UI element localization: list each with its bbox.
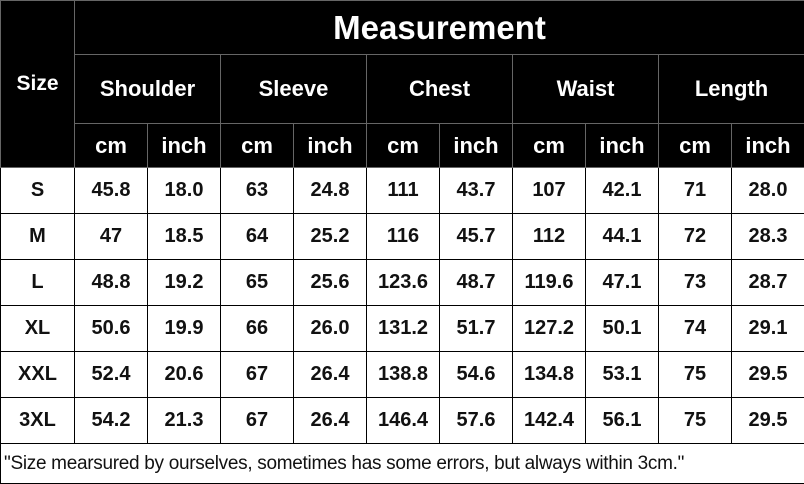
cell-chest-inch: 43.7	[439, 167, 513, 214]
cell-shoulder-inch: 19.9	[147, 305, 221, 352]
cell-sleeve-inch: 24.8	[293, 167, 367, 214]
table-row: XL 50.6 19.9 66 26.0 131.2 51.7 127.2 50.1 74 29.1	[0, 305, 804, 352]
category-header-length: Length	[658, 54, 804, 124]
cell-waist-inch: 50.1	[585, 305, 659, 352]
cell-shoulder-inch: 20.6	[147, 351, 221, 398]
cell-shoulder-cm: 52.4	[74, 351, 148, 398]
cell-shoulder-cm: 47	[74, 213, 148, 260]
table-row: L 48.8 19.2 65 25.6 123.6 48.7 119.6 47.1 73 28.7	[0, 259, 804, 306]
cell-length-cm: 72	[658, 213, 732, 260]
cell-sleeve-cm: 67	[220, 397, 294, 444]
unit-header-cm: cm	[366, 123, 440, 168]
cell-sleeve-cm: 65	[220, 259, 294, 306]
cell-chest-cm: 131.2	[366, 305, 440, 352]
cell-shoulder-cm: 54.2	[74, 397, 148, 444]
cell-length-cm: 71	[658, 167, 732, 214]
cell-sleeve-inch: 25.2	[293, 213, 367, 260]
cell-chest-inch: 57.6	[439, 397, 513, 444]
cell-sleeve-inch: 26.0	[293, 305, 367, 352]
cell-waist-cm: 134.8	[512, 351, 586, 398]
size-header: Size	[0, 0, 75, 168]
cell-length-cm: 75	[658, 397, 732, 444]
cell-waist-inch: 56.1	[585, 397, 659, 444]
category-header-sleeve: Sleeve	[220, 54, 367, 124]
measurement-title: Measurement	[74, 0, 804, 55]
cell-sleeve-inch: 26.4	[293, 351, 367, 398]
unit-header-cm: cm	[658, 123, 732, 168]
cell-sleeve-cm: 67	[220, 351, 294, 398]
cell-length-inch: 28.0	[731, 167, 804, 214]
cell-sleeve-inch: 25.6	[293, 259, 367, 306]
measurement-note: "Size mearsured by ourselves, sometimes …	[0, 443, 804, 484]
cell-shoulder-cm: 48.8	[74, 259, 148, 306]
unit-header-cm: cm	[74, 123, 148, 168]
size-cell: L	[0, 259, 75, 306]
cell-sleeve-cm: 64	[220, 213, 294, 260]
cell-chest-inch: 51.7	[439, 305, 513, 352]
size-cell: S	[0, 167, 75, 214]
cell-chest-cm: 146.4	[366, 397, 440, 444]
cell-length-inch: 29.5	[731, 351, 804, 398]
unit-header-cm: cm	[220, 123, 294, 168]
unit-header-inch: inch	[147, 123, 221, 168]
unit-header-inch: inch	[585, 123, 659, 168]
size-cell: XXL	[0, 351, 75, 398]
cell-chest-cm: 116	[366, 213, 440, 260]
cell-chest-cm: 123.6	[366, 259, 440, 306]
table-row: XXL 52.4 20.6 67 26.4 138.8 54.6 134.8 53.1 75 29.…	[0, 351, 804, 398]
cell-chest-inch: 54.6	[439, 351, 513, 398]
cell-sleeve-cm: 66	[220, 305, 294, 352]
table-row: S 45.8 18.0 63 24.8 111 43.7 107 42.1 71 28.0	[0, 167, 804, 214]
unit-header-inch: inch	[439, 123, 513, 168]
size-cell: XL	[0, 305, 75, 352]
table-row: M 47 18.5 64 25.2 116 45.7 112 44.1 72 28.3	[0, 213, 804, 260]
cell-shoulder-inch: 21.3	[147, 397, 221, 444]
cell-chest-inch: 48.7	[439, 259, 513, 306]
cell-length-inch: 28.3	[731, 213, 804, 260]
unit-header-inch: inch	[293, 123, 367, 168]
cell-sleeve-inch: 26.4	[293, 397, 367, 444]
unit-header-inch: inch	[731, 123, 804, 168]
cell-length-cm: 75	[658, 351, 732, 398]
cell-shoulder-inch: 19.2	[147, 259, 221, 306]
cell-chest-cm: 138.8	[366, 351, 440, 398]
cell-shoulder-inch: 18.0	[147, 167, 221, 214]
category-row: Shoulder Sleeve Chest Waist Length	[1, 54, 804, 124]
cell-waist-inch: 47.1	[585, 259, 659, 306]
cell-waist-inch: 42.1	[585, 167, 659, 214]
cell-shoulder-cm: 50.6	[74, 305, 148, 352]
cell-waist-cm: 127.2	[512, 305, 586, 352]
cell-waist-cm: 112	[512, 213, 586, 260]
size-cell: M	[0, 213, 75, 260]
category-header-waist: Waist	[512, 54, 659, 124]
cell-length-cm: 73	[658, 259, 732, 306]
category-header-shoulder: Shoulder	[74, 54, 221, 124]
cell-length-cm: 74	[658, 305, 732, 352]
cell-waist-cm: 142.4	[512, 397, 586, 444]
unit-row: cm inch cm inch cm inch cm inch cm inch	[1, 123, 804, 168]
note-row: "Size mearsured by ourselves, sometimes …	[0, 443, 804, 484]
cell-waist-inch: 44.1	[585, 213, 659, 260]
cell-length-inch: 28.7	[731, 259, 804, 306]
cell-waist-cm: 107	[512, 167, 586, 214]
cell-sleeve-cm: 63	[220, 167, 294, 214]
cell-waist-cm: 119.6	[512, 259, 586, 306]
cell-shoulder-inch: 18.5	[147, 213, 221, 260]
cell-chest-inch: 45.7	[439, 213, 513, 260]
cell-chest-cm: 111	[366, 167, 440, 214]
cell-length-inch: 29.5	[731, 397, 804, 444]
category-header-chest: Chest	[366, 54, 513, 124]
cell-waist-inch: 53.1	[585, 351, 659, 398]
cell-length-inch: 29.1	[731, 305, 804, 352]
title-row: Size Measurement	[0, 0, 804, 168]
unit-header-cm: cm	[512, 123, 586, 168]
cell-shoulder-cm: 45.8	[74, 167, 148, 214]
size-cell: 3XL	[0, 397, 75, 444]
table-row: 3XL 54.2 21.3 67 26.4 146.4 57.6 142.4 56.1 75 29.…	[0, 397, 804, 444]
